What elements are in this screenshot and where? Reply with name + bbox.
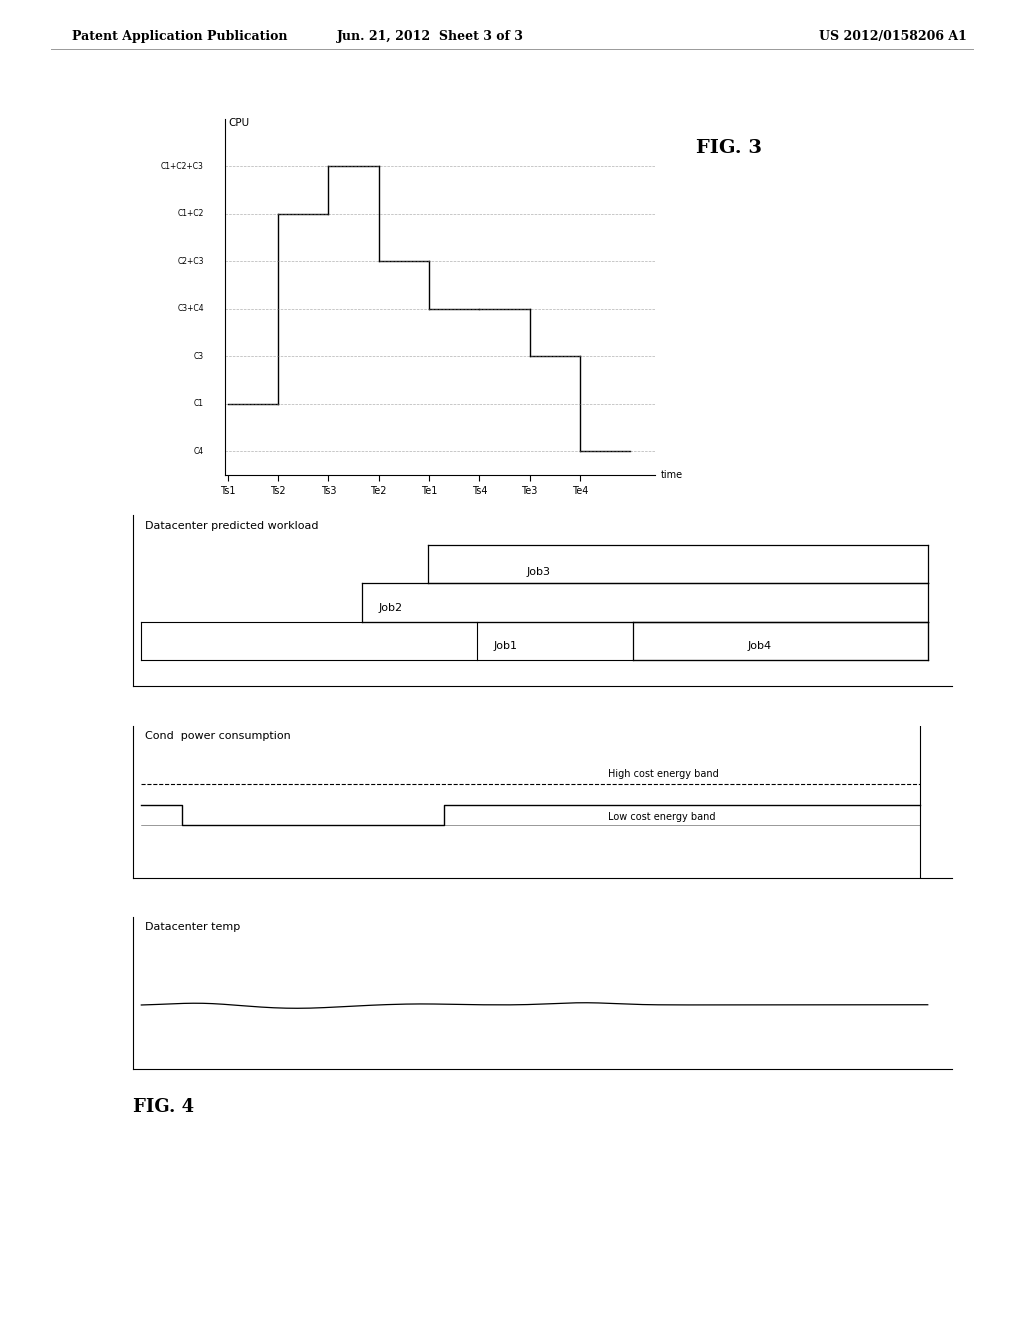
Text: Job1: Job1 (494, 642, 517, 651)
Text: High cost energy band: High cost energy band (608, 770, 719, 779)
Text: time: time (660, 470, 683, 480)
Text: Cond  power consumption: Cond power consumption (145, 730, 291, 741)
Text: Low cost energy band: Low cost energy band (608, 812, 716, 821)
Text: C4: C4 (194, 447, 204, 455)
Text: Jun. 21, 2012  Sheet 3 of 3: Jun. 21, 2012 Sheet 3 of 3 (337, 30, 523, 44)
Text: US 2012/0158206 A1: US 2012/0158206 A1 (819, 30, 967, 44)
Text: Job2: Job2 (279, 603, 299, 614)
Text: Datacenter temp: Datacenter temp (145, 921, 241, 932)
Text: Job4: Job4 (479, 603, 501, 614)
Text: Job4: Job4 (748, 642, 772, 651)
Text: C1: C1 (194, 400, 204, 408)
Text: C3: C3 (194, 352, 204, 360)
Text: FIG. 4: FIG. 4 (133, 1098, 195, 1117)
Text: C2+C3: C2+C3 (177, 257, 204, 265)
Text: Datacenter predicted workload: Datacenter predicted workload (145, 520, 318, 531)
Text: Job1: Job1 (227, 603, 249, 614)
Text: C1+C2+C3: C1+C2+C3 (161, 162, 204, 170)
Text: Job2: Job2 (379, 603, 403, 614)
Text: FIG. 3: FIG. 3 (696, 139, 762, 157)
Text: C1+C2: C1+C2 (177, 210, 204, 218)
Text: Job3: Job3 (329, 603, 349, 614)
Text: C3+C4: C3+C4 (177, 305, 204, 313)
Text: CPU: CPU (228, 119, 250, 128)
Text: Job3: Job3 (526, 568, 550, 577)
Text: Patent Application Publication: Patent Application Publication (72, 30, 287, 44)
